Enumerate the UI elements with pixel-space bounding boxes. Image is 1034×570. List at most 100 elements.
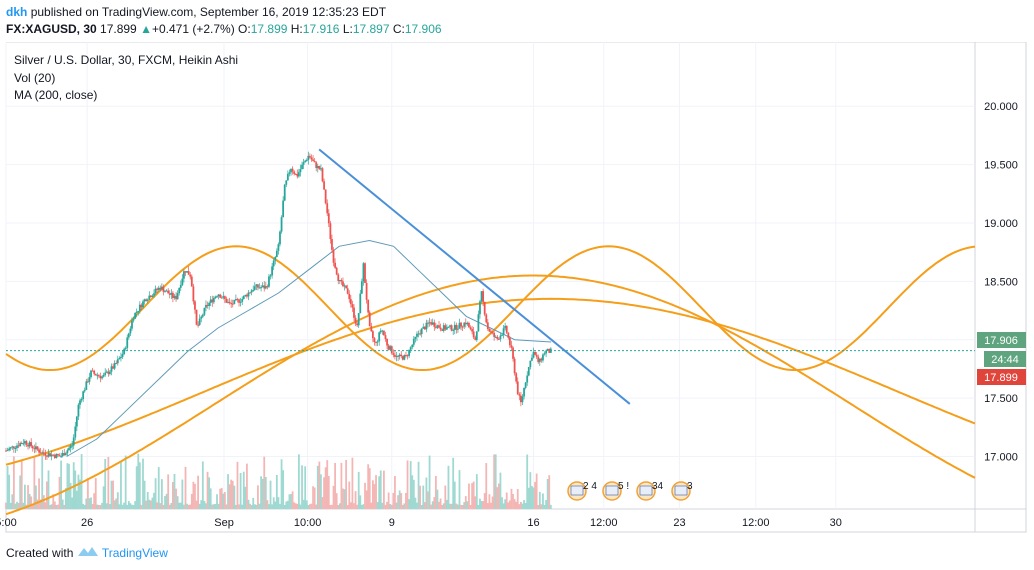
candle-body (72, 437, 75, 446)
author-link[interactable]: dkh (6, 5, 28, 19)
volume-bar (85, 498, 88, 509)
volume-bar (167, 474, 170, 509)
volume-bar (137, 453, 140, 509)
sine-curves (5, 245, 976, 516)
low-label: L: (342, 22, 353, 36)
candle-body (19, 443, 22, 447)
volume-bar (351, 457, 354, 509)
grid (5, 42, 975, 509)
candle-body (538, 358, 541, 363)
volume-bar (6, 465, 9, 509)
volume-bar (515, 501, 518, 509)
candle-body (524, 382, 527, 388)
published-text: published on TradingView.com, September … (30, 5, 387, 19)
volume-bar (175, 488, 177, 509)
volume-bar (365, 490, 368, 509)
volume-bar (17, 502, 20, 509)
candle-body (397, 355, 399, 357)
candle-body (441, 329, 444, 331)
volume-bar (230, 479, 233, 509)
volume-bar (252, 497, 255, 509)
candle-body (134, 312, 137, 319)
change-value: +0.471 (+2.7%) (151, 22, 235, 36)
candle-body (271, 266, 274, 276)
trendline[interactable] (318, 148, 631, 405)
volume-bar (160, 479, 163, 509)
candle-body (285, 180, 288, 185)
candle-body (94, 373, 97, 376)
candle-body (324, 189, 327, 204)
volume-bar (376, 502, 379, 509)
candle-body (126, 337, 129, 348)
change-arrow-icon: ▲ (140, 22, 152, 36)
volume-bar (104, 458, 107, 509)
candle-body (208, 302, 211, 306)
volume-bar (277, 497, 280, 509)
candle-body (307, 155, 310, 161)
candle-body (312, 159, 314, 161)
candle-body (293, 171, 296, 174)
volume-bar (57, 504, 59, 509)
volume-bar (16, 501, 18, 509)
volume-bar (214, 503, 217, 509)
x-tick-label: 16 (527, 517, 539, 529)
volume-bar (512, 493, 514, 509)
volume-bar (211, 504, 214, 509)
candle-body (353, 307, 355, 318)
economic-events[interactable]: 2 4 5 ! 34 3 (567, 481, 693, 501)
candle-body (305, 160, 308, 162)
candle-body (149, 295, 152, 297)
candle-body (354, 317, 357, 324)
candle-body (283, 184, 286, 201)
us-flag-icon (605, 485, 619, 496)
candle-body (461, 326, 464, 328)
close-value: 17.906 (404, 22, 442, 36)
volume-bar (543, 504, 546, 509)
candle-body (68, 448, 70, 451)
candle-body (411, 344, 414, 348)
candle-body (110, 366, 113, 372)
volume-bar (197, 475, 200, 509)
chart-legend: Silver / U.S. Dollar, 30, FXCM, Heikin A… (14, 53, 238, 102)
volume-bar (362, 504, 365, 509)
candle-body (447, 326, 450, 328)
candle-body (504, 325, 507, 329)
volume-bar (135, 466, 138, 509)
candle-body (394, 354, 396, 357)
candle-body (249, 292, 251, 294)
volume-bar (457, 504, 459, 509)
volume-bar (438, 501, 440, 509)
volume-bar (425, 477, 428, 509)
candle-body (502, 328, 505, 335)
candle-body (337, 274, 340, 281)
price-axis[interactable]: 17.00017.50018.00018.50019.00019.50020.0… (984, 101, 1018, 463)
candle-body (501, 334, 503, 336)
candle-body (167, 290, 170, 294)
candle-body (384, 335, 387, 340)
volume-bar (360, 504, 363, 509)
time-axis[interactable]: 5:00 26 Sep 10:00 9 16 12:00 23 12:00 30 (0, 517, 842, 529)
candle-body (409, 347, 412, 350)
volume-bar (447, 465, 450, 509)
tradingview-logo-icon (77, 546, 102, 560)
candle-body (507, 332, 510, 338)
volume-bar (480, 501, 483, 509)
candle-body (493, 332, 496, 337)
tradingview-brand-link[interactable]: TradingView (101, 546, 168, 560)
volume-bar (179, 502, 182, 509)
candle-body (176, 293, 179, 300)
candle-body (195, 309, 198, 325)
volume-bar (274, 501, 277, 509)
volume-bar (42, 495, 45, 509)
volume-bar (490, 502, 492, 509)
candle-body (332, 249, 335, 263)
candle-body (521, 396, 524, 403)
candle-body (179, 285, 182, 288)
volume-bar (502, 503, 505, 509)
volume-bar (545, 499, 547, 509)
candle-body (109, 371, 111, 374)
candle-body (331, 239, 333, 250)
volume-bar (127, 501, 130, 509)
candle-body (105, 371, 108, 373)
price-chart[interactable]: 17.00017.50018.00018.50019.00019.50020.0… (0, 42, 1034, 542)
